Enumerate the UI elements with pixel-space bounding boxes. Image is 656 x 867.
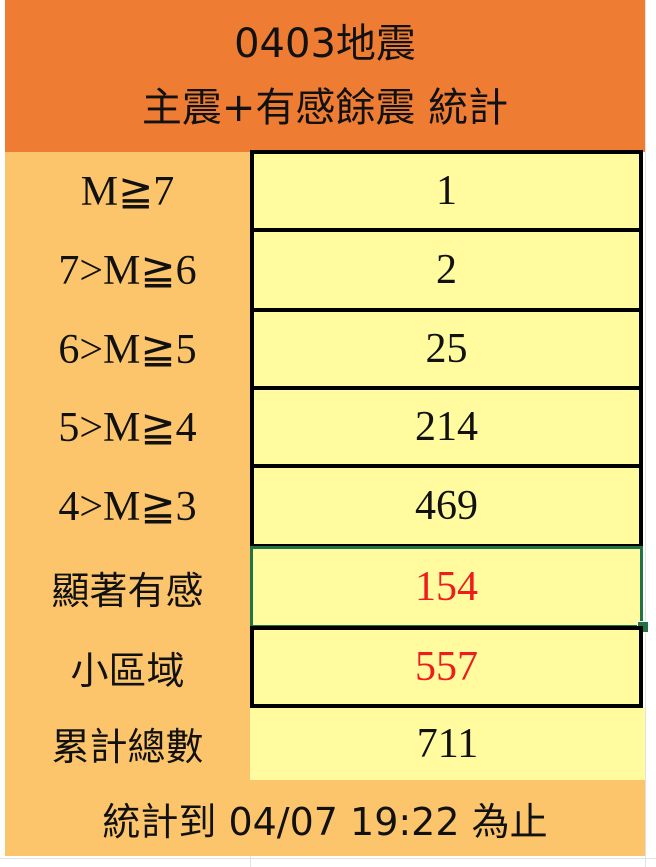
row-value-local[interactable]: 557 <box>250 626 643 708</box>
gridline <box>0 858 656 859</box>
row-label-m5[interactable]: 6>M≧5 <box>5 310 250 388</box>
row-value-m4[interactable]: 214 <box>250 386 643 468</box>
title-line-2: 主震+有感餘震 統計 <box>141 85 509 131</box>
title-cell[interactable]: 0403地震 主震+有感餘震 統計 <box>5 0 645 152</box>
row-value-m3[interactable]: 469 <box>250 464 643 548</box>
row-value-m7[interactable]: 1 <box>250 150 643 232</box>
row-value-m5[interactable]: 25 <box>250 308 643 390</box>
row-label-m7[interactable]: M≧7 <box>5 152 250 230</box>
row-label-significant[interactable]: 顯著有感 <box>5 546 250 628</box>
row-label-m3[interactable]: 4>M≧3 <box>5 466 250 546</box>
title-line-1: 0403地震 <box>234 21 416 67</box>
row-value-m6[interactable]: 2 <box>250 228 643 312</box>
gridline <box>645 0 646 867</box>
row-value-total[interactable]: 711 <box>250 708 645 780</box>
row-value-significant[interactable]: 154 <box>250 546 643 628</box>
row-label-total[interactable]: 累計總數 <box>5 706 250 780</box>
row-label-m4[interactable]: 5>M≧4 <box>5 388 250 466</box>
row-label-m6[interactable]: 7>M≧6 <box>5 230 250 310</box>
row-label-local[interactable]: 小區域 <box>5 628 250 706</box>
footer-note[interactable]: 統計到 04/07 19:22 為止 <box>5 780 645 856</box>
